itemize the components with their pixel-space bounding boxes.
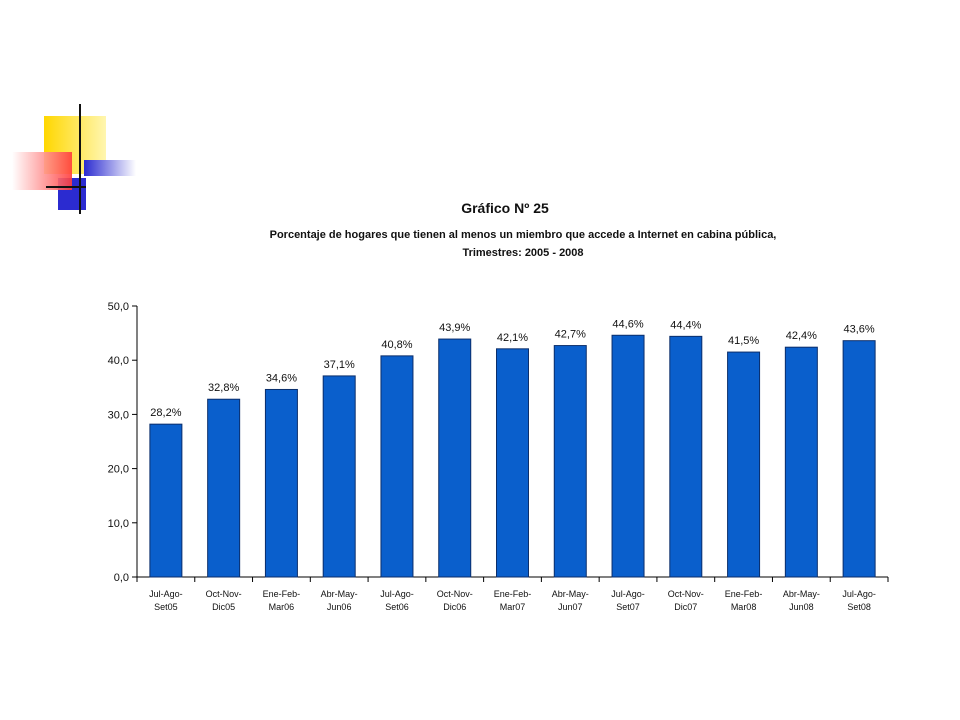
x-tick-label: Dic05 [212,602,235,612]
x-tick-label: Oct-Nov- [437,589,473,599]
x-tick-label: Dic06 [443,602,466,612]
bar [207,398,241,578]
x-tick-label: Abr-May- [321,589,358,599]
x-tick-label: Ene-Feb- [263,589,301,599]
x-tick-label: Mar06 [269,602,295,612]
data-label: 28,2% [150,407,181,419]
bar [380,355,414,578]
x-tick-label: Mar07 [500,602,526,612]
data-label: 43,9% [439,322,470,334]
data-label: 44,4% [670,319,701,331]
x-tick-label: Mar08 [731,602,757,612]
x-tick-label: Jul-Ago- [842,589,876,599]
data-label: 41,5% [728,335,759,347]
bar [149,423,183,578]
deco-blue-bar [84,160,136,176]
bar [264,388,298,578]
x-tick-label: Jul-Ago- [149,589,183,599]
data-label: 34,6% [266,372,297,384]
data-label: 37,1% [324,359,355,371]
x-tick-label: Set06 [385,602,409,612]
x-tick-label: Set07 [616,602,640,612]
x-tick-label: Abr-May- [783,589,820,599]
y-tick-label: 20,0 [108,464,129,476]
data-label: 32,8% [208,382,239,394]
data-label: 42,4% [786,330,817,342]
y-tick-label: 50,0 [108,301,129,313]
data-label: 42,1% [497,332,528,344]
y-tick-label: 30,0 [108,409,129,421]
chart-subtitle-line1: Porcentaje de hogares que tienen al meno… [269,229,777,241]
deco-red-square [12,152,72,190]
data-label: 43,6% [844,324,875,336]
bar [727,351,761,578]
bar [669,335,703,578]
x-tick-label: Jun07 [558,602,583,612]
x-tick-label: Set05 [154,602,178,612]
bar [611,334,645,578]
x-tick-label: Jun08 [789,602,814,612]
x-tick-label: Ene-Feb- [725,589,763,599]
y-tick-label: 10,0 [108,518,129,530]
x-tick-label: Set08 [847,602,871,612]
bar [784,346,818,578]
x-tick-label: Jul-Ago- [611,589,645,599]
x-tick-label: Abr-May- [552,589,589,599]
y-tick-label: 0,0 [114,572,129,584]
bar [842,340,876,578]
bar [553,345,587,578]
bar [496,348,529,578]
chart-subtitle-line2: Trimestres: 2005 - 2008 [462,247,584,259]
data-label: 40,8% [381,339,412,351]
x-tick-label: Jun06 [327,602,352,612]
x-tick-label: Dic07 [674,602,697,612]
bar [322,375,356,578]
x-tick-label: Oct-Nov- [206,589,242,599]
corner-squares-decoration [12,104,136,214]
chart-title: Gráfico Nº 25 [461,200,549,216]
x-tick-label: Ene-Feb- [494,589,532,599]
bar [438,338,472,578]
x-tick-label: Oct-Nov- [668,589,704,599]
x-tick-label: Jul-Ago- [380,589,414,599]
data-label: 44,6% [612,318,643,330]
data-label: 42,7% [555,329,586,341]
y-tick-label: 40,0 [108,355,129,367]
